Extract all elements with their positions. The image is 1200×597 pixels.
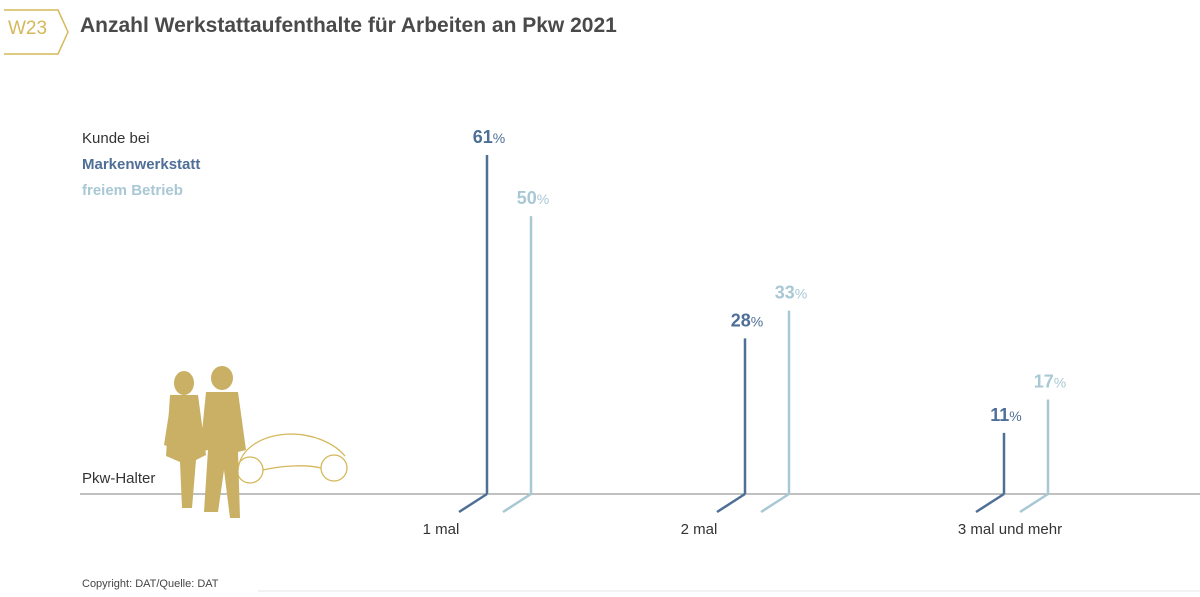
bar-foot — [760, 492, 790, 514]
bar-foot — [502, 492, 532, 514]
badge-chevron-icon — [4, 9, 69, 55]
category-label: 3 mal und mehr — [958, 521, 1062, 538]
legend-intro: Kunde bei — [82, 130, 150, 147]
bar-foot — [458, 492, 488, 514]
data-label: 28% — [731, 310, 763, 330]
bar-foot — [716, 492, 746, 514]
data-label: 33% — [775, 283, 807, 303]
data-label: 11% — [990, 405, 1021, 425]
data-label: 61% — [473, 127, 505, 147]
couple-silhouette-icon — [164, 366, 246, 518]
chart-title: Anzahl Werkstattaufenthalte für Arbeiten… — [80, 14, 617, 37]
bar-foot — [1019, 492, 1049, 514]
data-label: 17% — [1034, 372, 1066, 392]
data-label: 50% — [517, 188, 549, 208]
legend-freier-betrieb: freiem Betrieb — [82, 182, 183, 199]
copyright: Copyright: DAT/Quelle: DAT — [82, 578, 219, 590]
category-label: 1 mal — [423, 521, 460, 538]
category-label: 2 mal — [681, 521, 718, 538]
car-outline-icon — [236, 433, 348, 484]
legend-markenwerkstatt: Markenwerkstatt — [82, 156, 201, 173]
badge-label: W23 — [8, 18, 48, 39]
baseline-label: Pkw-Halter — [82, 470, 156, 487]
bar-foot — [975, 492, 1005, 514]
